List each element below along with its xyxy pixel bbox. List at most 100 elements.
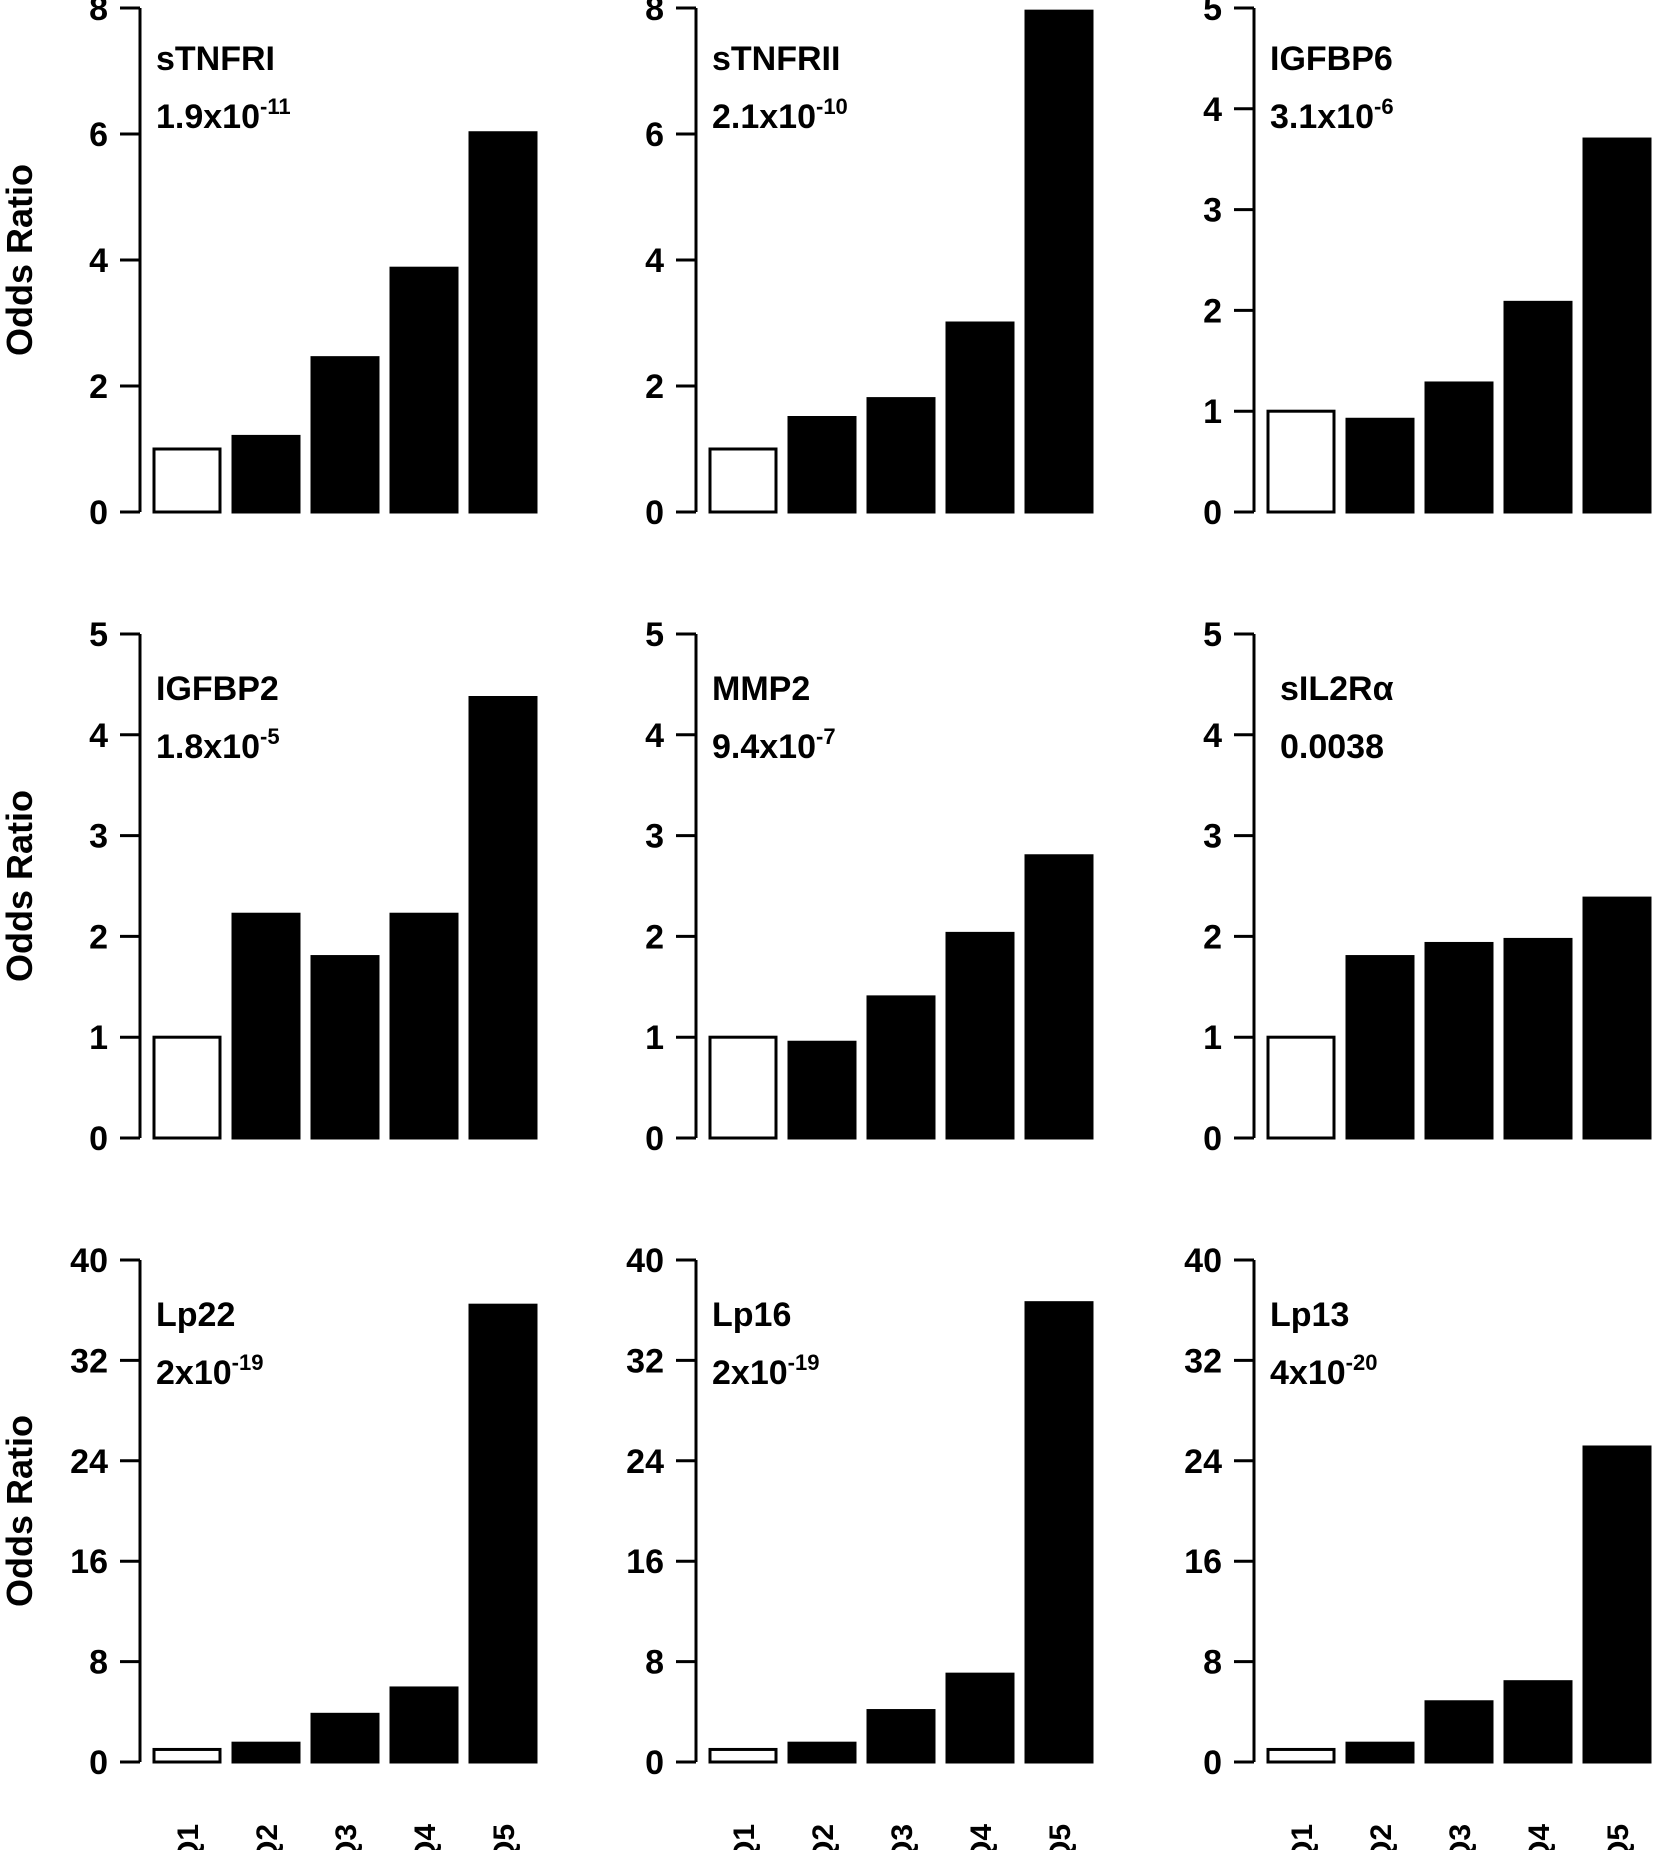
bar-q4 [389, 912, 459, 1140]
bar-q4 [945, 931, 1015, 1140]
bar-q4 [945, 321, 1015, 514]
y-tick-label: 40 [1184, 1242, 1222, 1280]
panel-title: sIL2Rα [1280, 670, 1394, 708]
chart-panel-6: 0 1 2 3 4 5 sIL2Rα 0.0038 [1203, 616, 1652, 1158]
bar-q3 [1424, 381, 1494, 514]
bar-q2 [787, 416, 857, 514]
bar-q2 [1345, 417, 1415, 514]
y-tick-label: 1 [645, 1019, 664, 1057]
y-tick-label: 0 [645, 494, 664, 532]
panel-title: IGFBP2 [156, 670, 279, 708]
bar-q3 [866, 397, 936, 514]
y-tick-label: 32 [70, 1342, 108, 1380]
y-tick-label: 0 [1203, 1744, 1222, 1782]
bar-q3 [310, 1712, 380, 1764]
y-tick-label: 16 [70, 1543, 108, 1581]
y-tick-label: 40 [626, 1242, 664, 1280]
panel-title: sTNFRII [712, 40, 840, 78]
bar-q4 [1503, 937, 1573, 1140]
chart-panel-8: 0 8 16 24 32 40 Q1 Q2 Q3 Q4 Q5 Lp16 2x10-19 [626, 1242, 1094, 1855]
panel-title: sTNFRI [156, 40, 275, 78]
bar-q1 [1266, 1035, 1336, 1140]
y-tick-label: 32 [626, 1342, 664, 1380]
bar-q2 [787, 1741, 857, 1764]
panel-p-value: 4x10-20 [1270, 1350, 1377, 1392]
bar-q3 [310, 356, 380, 514]
bar-q4 [389, 266, 459, 514]
panel-p-value: 1.8x10-5 [156, 724, 280, 766]
y-tick-label: 4 [1203, 717, 1222, 755]
y-tick-label: 4 [89, 717, 108, 755]
panel-p-value: 2x10-19 [156, 1350, 263, 1392]
y-tick-label: 0 [1203, 494, 1222, 532]
bar-q5 [468, 131, 538, 514]
y-tick-label: 16 [1184, 1543, 1222, 1581]
y-tick-label: 5 [89, 616, 108, 654]
bar-q1 [152, 1035, 222, 1140]
bar-q5 [1024, 1301, 1094, 1764]
y-tick-label: 40 [70, 1242, 108, 1280]
y-tick-label: 0 [645, 1120, 664, 1158]
bar-q5 [468, 696, 538, 1140]
y-tick-label: 5 [1203, 0, 1222, 28]
bar-q1 [708, 447, 778, 514]
y-tick-label: 2 [89, 368, 108, 406]
y-tick-label: 5 [1203, 616, 1222, 654]
x-tick-label: Q5 [488, 1824, 521, 1850]
x-tick-label: Q5 [1602, 1824, 1635, 1850]
bar-q2 [787, 1040, 857, 1140]
y-tick-label: 0 [1203, 1120, 1222, 1158]
x-tick-label: Q4 [409, 1824, 442, 1850]
y-tick-label: 3 [1203, 192, 1222, 230]
x-tick-label: Q2 [1365, 1824, 1398, 1850]
bar-q2 [1345, 955, 1415, 1140]
y-tick-label: 4 [89, 242, 108, 280]
x-tick-label: Q3 [1444, 1824, 1477, 1850]
y-tick-label: 2 [1203, 292, 1222, 330]
x-tick-label: Q4 [965, 1824, 998, 1850]
y-tick-label: 8 [645, 0, 664, 28]
bar-q5 [1024, 854, 1094, 1140]
bar-q5 [1582, 896, 1652, 1140]
panel-p-value: 3.1x10-6 [1270, 94, 1394, 136]
bar-q3 [1424, 941, 1494, 1140]
bar-q4 [389, 1686, 459, 1764]
panel-title: Lp16 [712, 1296, 791, 1334]
y-tick-label: 24 [70, 1443, 108, 1481]
bar-q5 [1024, 9, 1094, 514]
panel-title: Lp13 [1270, 1296, 1349, 1334]
y-tick-label: 16 [626, 1543, 664, 1581]
panel-p-value: 2x10-19 [712, 1350, 819, 1392]
panel-p-value: 1.9x10-11 [156, 94, 291, 136]
panel-p-value: 0.0038 [1280, 728, 1384, 766]
y-tick-label: 2 [645, 368, 664, 406]
x-tick-label: Q3 [330, 1824, 363, 1850]
bar-q3 [310, 955, 380, 1140]
bar-q3 [1424, 1700, 1494, 1764]
bar-q1 [708, 1747, 778, 1764]
y-tick-label: 1 [89, 1019, 108, 1057]
chart-panel-4: 0 1 2 3 4 5 Odds Ratio IGFBP2 1.8x10-5 [0, 616, 538, 1158]
y-tick-label: 32 [1184, 1342, 1222, 1380]
y-tick-label: 0 [645, 1744, 664, 1782]
x-tick-label: Q3 [886, 1824, 919, 1850]
y-tick-label: 3 [645, 818, 664, 856]
bar-q5 [1582, 1445, 1652, 1764]
panel-title: Lp22 [156, 1296, 235, 1334]
bar-q1 [708, 1035, 778, 1140]
bar-q5 [468, 1303, 538, 1764]
x-tick-label: Q2 [251, 1824, 284, 1850]
y-tick-label: 8 [1203, 1644, 1222, 1682]
chart-panel-5: 0 1 2 3 4 5 MMP2 9.4x10-7 [645, 616, 1094, 1158]
chart-panel-9: 0 8 16 24 32 40 Q1 Q2 Q3 Q4 Q5 Lp13 4x10-20 [1184, 1242, 1652, 1855]
bar-q4 [945, 1672, 1015, 1764]
panel-title: IGFBP6 [1270, 40, 1393, 78]
bar-q1 [152, 447, 222, 514]
bar-q2 [1345, 1741, 1415, 1764]
chart-panel-2: 0 2 4 6 8 sTNFRII 2.1x10-10 [645, 0, 1094, 532]
y-tick-label: 4 [645, 242, 664, 280]
y-tick-label: 6 [645, 116, 664, 154]
y-tick-label: 0 [89, 1744, 108, 1782]
